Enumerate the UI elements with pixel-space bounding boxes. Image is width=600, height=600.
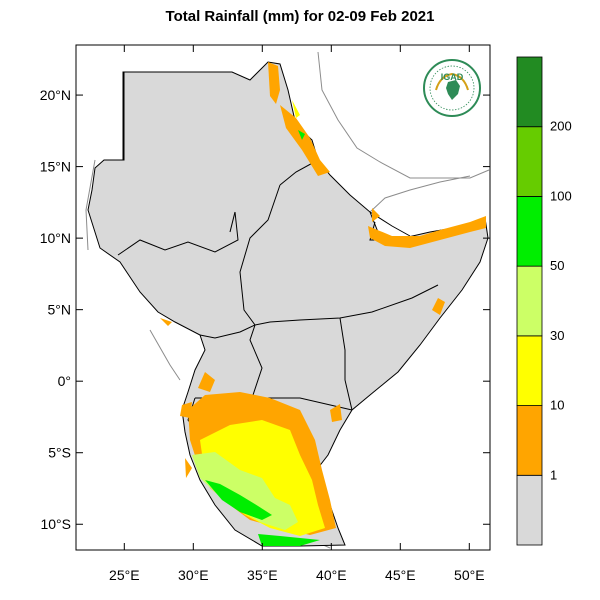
y-tick-label: 15°N [40, 159, 71, 175]
y-tick-label: 10°S [40, 516, 71, 532]
legend-swatch [516, 56, 543, 128]
legend-label: 30 [550, 328, 564, 343]
y-tick-label: 20°N [40, 87, 71, 103]
map-frame [75, 44, 491, 551]
y-tick-label: 0° [58, 373, 71, 389]
y-tick-label: 10°N [40, 230, 71, 246]
map-title: Total Rainfall (mm) for 02-09 Feb 2021 [165, 8, 435, 25]
legend-label: 1 [550, 467, 557, 482]
latitude-axis: 20°N 15°N 10°N 5°N 0° 5°S 10°S [40, 87, 490, 532]
legend-swatch [516, 474, 543, 546]
igad-logo-text: IGAD [441, 72, 464, 82]
legend-label: 200 [550, 119, 572, 134]
longitude-axis: 25°E 30°E 35°E 40°E 45°E 50°E [109, 45, 485, 583]
legend-swatch [516, 126, 543, 197]
legend-swatch [516, 196, 543, 267]
x-tick-label: 30°E [178, 567, 209, 583]
rainfall-30-50mm [192, 452, 298, 530]
legend-swatch [516, 335, 543, 406]
rainfall-colorbar: 1 10 30 50 100 200 [516, 56, 572, 546]
legend-label: 10 [550, 398, 564, 413]
y-tick-label: 5°S [48, 445, 71, 461]
rainfall-50-100mm [205, 130, 320, 546]
x-tick-label: 35°E [247, 567, 278, 583]
legend-label: 100 [550, 188, 572, 203]
legend-label: 50 [550, 258, 564, 273]
x-tick-label: 45°E [385, 567, 416, 583]
legend-swatch [516, 265, 543, 337]
neighbour-borders [85, 51, 490, 549]
y-tick-label: 5°N [48, 302, 72, 318]
legend-swatch [516, 405, 543, 476]
x-tick-label: 40°E [316, 567, 347, 583]
igad-logo: IGAD [422, 58, 482, 118]
rainfall-10-30mm [200, 100, 325, 536]
x-tick-label: 50°E [454, 567, 485, 583]
x-tick-label: 25°E [109, 567, 140, 583]
